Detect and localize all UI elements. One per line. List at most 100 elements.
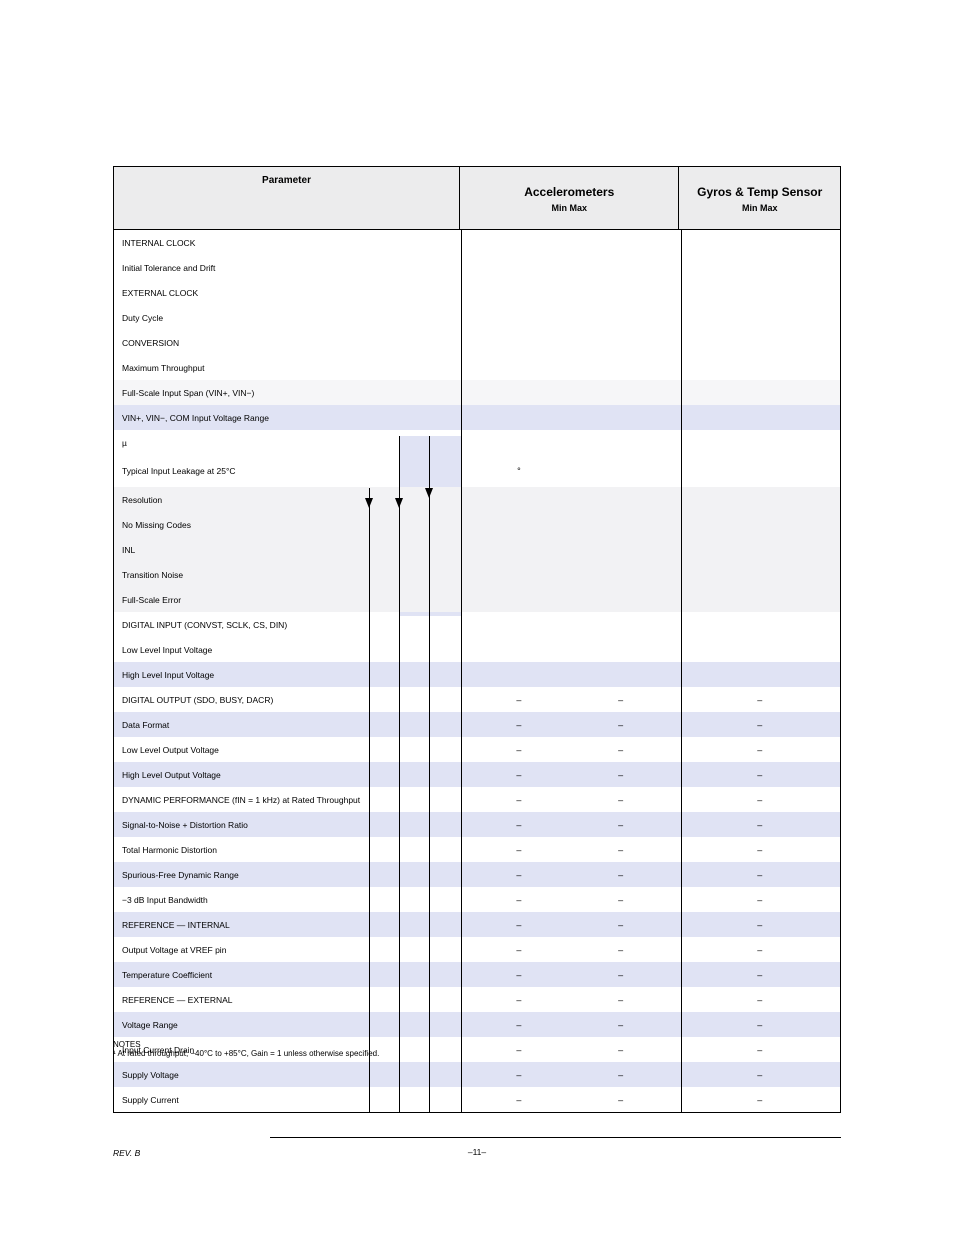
- header-gyro-super: Gyros & Temp Sensor: [685, 175, 834, 203]
- accel-cell: ––: [460, 1066, 679, 1084]
- table-row: DYNAMIC PERFORMANCE (fIN = 1 kHz) at Rat…: [114, 787, 840, 812]
- accel-cell: °: [460, 462, 679, 480]
- param-cell: Output Voltage at VREF pin: [114, 941, 460, 959]
- accel-cell: ––: [460, 1016, 679, 1034]
- table-row: Temperature Coefficient–––: [114, 962, 840, 987]
- table-row: Low Level Input Voltage: [114, 637, 840, 662]
- table-row: Voltage Range–––: [114, 1012, 840, 1037]
- table-body: INTERNAL CLOCK Initial Tolerance and Dri…: [114, 230, 840, 1112]
- gyro-cell: [679, 389, 840, 397]
- accel-cell: [460, 414, 679, 422]
- accel-min: –: [468, 845, 570, 855]
- table-row: Maximum Throughput: [114, 355, 840, 380]
- accel-min: –: [468, 1070, 570, 1080]
- param-cell: Voltage Range: [114, 1016, 460, 1034]
- footnotes: NOTES ¹ At rated throughput, −40°C to +8…: [113, 1040, 379, 1058]
- gyro-cell: [679, 239, 840, 247]
- table-row: REFERENCE — INTERNAL–––: [114, 912, 840, 937]
- accel-cell: ––: [460, 766, 679, 784]
- table-row: High Level Input Voltage: [114, 662, 840, 687]
- param-cell: Duty Cycle: [114, 309, 460, 327]
- accel-max: –: [570, 795, 672, 805]
- param-cell: Transition Noise: [114, 566, 460, 584]
- accel-max: –: [570, 970, 672, 980]
- gyro-cell: –: [679, 841, 840, 859]
- accel-cell: [460, 571, 679, 579]
- arrow-down-icon: [365, 498, 373, 508]
- table-row: CONVERSION: [114, 330, 840, 355]
- gyro-value: –: [687, 920, 832, 930]
- accel-max: –: [570, 1070, 672, 1080]
- table-row: Resolution: [114, 487, 840, 512]
- param-cell: Supply Voltage: [114, 1066, 460, 1084]
- inner-rule-3: [429, 436, 430, 1112]
- gyro-cell: –: [679, 741, 840, 759]
- param-cell: Full-Scale Error: [114, 591, 460, 609]
- table-row: Data Format–––: [114, 712, 840, 737]
- accel-cell: [460, 339, 679, 347]
- accel-max: –: [570, 720, 672, 730]
- gyro-value: –: [687, 1070, 832, 1080]
- accel-min: –: [468, 1045, 570, 1055]
- footnote-line: NOTES: [113, 1040, 379, 1049]
- param-cell: Resolution: [114, 491, 460, 509]
- accel-max: –: [570, 695, 672, 705]
- accel-cell: [460, 439, 679, 447]
- table-row: µ: [114, 430, 840, 455]
- param-cell: EXTERNAL CLOCK: [114, 284, 460, 302]
- table-row: DIGITAL INPUT (CONVST, SCLK, CS, DIN): [114, 612, 840, 637]
- gyro-cell: [679, 546, 840, 554]
- table-row: Supply Voltage–––: [114, 1062, 840, 1087]
- header-accel-super: Accelerometers: [466, 175, 672, 203]
- accel-cell: ––: [460, 1041, 679, 1059]
- param-cell: DYNAMIC PERFORMANCE (fIN = 1 kHz) at Rat…: [114, 791, 460, 809]
- gyro-cell: [679, 467, 840, 475]
- gyro-value: –: [687, 895, 832, 905]
- gyro-cell: –: [679, 916, 840, 934]
- gyro-cell: [679, 264, 840, 272]
- table-row: Total Harmonic Distortion–––: [114, 837, 840, 862]
- gyro-value: –: [687, 1020, 832, 1030]
- table-row: INL: [114, 537, 840, 562]
- accel-min: –: [468, 870, 570, 880]
- accel-min: –: [468, 745, 570, 755]
- gyro-cell: –: [679, 941, 840, 959]
- arrow-down-icon: [395, 498, 403, 508]
- gyro-cell: –: [679, 766, 840, 784]
- header-parameter-label: Parameter: [120, 175, 453, 186]
- gyro-cell: –: [679, 1016, 840, 1034]
- table-row: EXTERNAL CLOCK: [114, 280, 840, 305]
- table-row: Output Voltage at VREF pin–––: [114, 937, 840, 962]
- arrow-down-icon: [425, 488, 433, 498]
- gyro-cell: –: [679, 816, 840, 834]
- accel-min: –: [468, 945, 570, 955]
- gyro-cell: [679, 671, 840, 679]
- accel-max: –: [570, 995, 672, 1005]
- accel-cell: [460, 521, 679, 529]
- inner-rule-1: [369, 488, 370, 1112]
- accel-min: –: [468, 770, 570, 780]
- gyro-cell: [679, 414, 840, 422]
- header-gyro-sub: Min Max: [685, 203, 834, 213]
- accel-cell: ––: [460, 916, 679, 934]
- gyro-value: –: [687, 870, 832, 880]
- gyro-cell: [679, 339, 840, 347]
- table-row: Transition Noise: [114, 562, 840, 587]
- accel-max: –: [570, 920, 672, 930]
- gyro-value: –: [687, 820, 832, 830]
- spec-table: Parameter Accelerometers Min Max Gyros &…: [113, 166, 841, 1113]
- accel-cell: ––: [460, 841, 679, 859]
- accel-cell: ––: [460, 991, 679, 1009]
- gyro-value: –: [687, 1045, 832, 1055]
- gyro-cell: –: [679, 866, 840, 884]
- gyro-cell: [679, 646, 840, 654]
- accel-max: –: [570, 745, 672, 755]
- table-row: No Missing Codes: [114, 512, 840, 537]
- accel-cell: [460, 596, 679, 604]
- accel-min: –: [468, 995, 570, 1005]
- gyro-value: –: [687, 770, 832, 780]
- table-row: Supply Current–––: [114, 1087, 840, 1112]
- gyro-value: –: [687, 695, 832, 705]
- gyro-cell: [679, 496, 840, 504]
- accel-cell: ––: [460, 966, 679, 984]
